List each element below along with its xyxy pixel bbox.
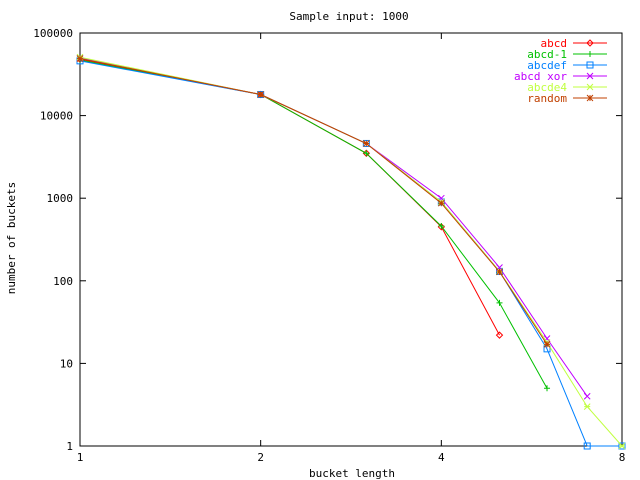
x-tick-label: 8 [619,451,626,464]
legend-label: abcd xor [514,70,567,83]
series-abcdef [76,57,626,450]
legend-label: abcdef [527,59,567,72]
y-tick-label: 10000 [40,110,73,123]
y-tick-label: 1000 [47,192,74,205]
legend-label: random [527,92,567,105]
data-point [583,442,591,450]
data-point [257,91,265,98]
series-line [79,57,588,397]
series-abcd-1 [77,57,551,392]
data-point [76,55,84,62]
series-random [76,55,551,348]
series-abcd-xor [76,54,591,400]
data-point [586,94,594,102]
data-point [586,39,594,47]
legend-label: abcd [541,37,568,50]
chart-title: Sample input: 1000 [289,10,408,23]
legend-label: abcde4 [527,81,567,94]
data-point [363,150,370,157]
series-layer [76,53,626,450]
data-point [544,385,551,392]
y-tick-label: 10 [60,357,73,370]
data-point [586,72,594,80]
y-tick-label: 1 [66,440,73,453]
series-line [79,56,623,447]
data-point [583,392,591,400]
data-point [618,442,626,450]
data-point [587,51,593,57]
data-point [438,223,445,230]
data-point [543,341,551,348]
x-tick-label: 2 [257,451,264,464]
series-line [79,59,548,389]
data-point [362,140,370,147]
series-line [79,60,622,447]
series-abcde4 [76,53,626,450]
x-axis-label: bucket length [309,467,395,480]
data-point [586,83,594,91]
data-point [583,403,591,410]
data-point [496,268,503,276]
series-line [79,58,548,345]
series-line [79,58,500,336]
series-abcd [76,55,504,339]
x-tick-label: 4 [438,451,445,464]
y-tick-label: 100000 [33,27,73,40]
y-axis-label: number of buckets [5,182,18,295]
plot-frame [79,32,623,447]
data-point [586,61,594,69]
data-point [437,199,445,207]
data-point [496,299,503,306]
data-point [495,331,504,339]
y-tick-label: 100 [53,275,73,288]
x-tick-label: 1 [77,451,84,464]
legend-label: abcd-1 [527,48,567,61]
